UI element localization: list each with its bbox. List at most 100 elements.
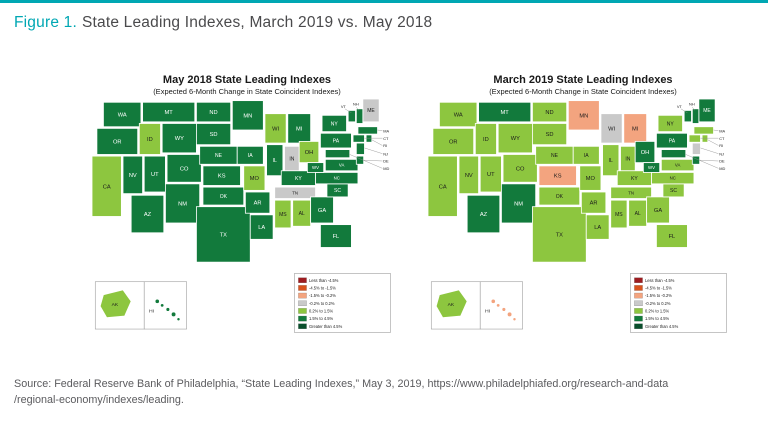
state-ID [474,123,497,155]
hawaii-inset-box [479,281,523,330]
state-label-NC: NC [670,176,676,181]
state-label-VA: VA [339,163,345,168]
state-label-NC: NC [334,176,340,181]
legend-swatch-b3 [298,292,307,299]
state-label-LA: LA [594,225,601,231]
leader-line-NJ [700,147,719,154]
state-HI-island [502,307,506,312]
state-OR [432,127,475,155]
state-label-KS: KS [554,174,562,180]
state-label-AL: AL [299,211,305,217]
legend-label-b2: -4.5% to -1.5% [645,286,672,291]
state-label-MT: MT [165,110,174,116]
state-NH [691,108,700,124]
legend-swatch-b1 [634,277,643,284]
state-label-OK: OK [556,194,564,200]
map-title-march-2019: March 2019 State Leading Indexes [493,74,673,86]
map-caption-may-2018: May 2018 State Leading Indexes (Expected… [92,74,402,96]
map-subtitle-march-2019: (Expected 6-Month Change in State Coinci… [489,87,677,96]
state-HI-island [155,299,160,304]
state-label-UT: UT [487,172,495,178]
leader-line-NH [692,107,695,111]
state-label-CT: CT [719,136,725,141]
leader-line-NH [356,107,359,111]
legend-label-b1: Less than -4.5% [309,278,339,283]
leader-line-VT [344,108,352,114]
state-label-NV: NV [129,173,137,179]
state-label-IN: IN [289,156,294,162]
state-HI-island [496,304,500,307]
state-NC [651,172,695,185]
state-WA [103,101,142,128]
leader-line-MA [377,129,383,132]
state-SD [532,123,568,146]
state-label-IA: IA [248,153,253,159]
state-CA [428,155,458,217]
state-UT [479,155,502,193]
leader-line-MA [713,129,719,132]
state-label-LA: LA [258,225,265,231]
state-label-MN: MN [243,113,252,119]
legend-swatch-b7 [634,323,643,330]
state-label-MN: MN [579,113,588,119]
state-label-AZ: AZ [144,212,152,218]
state-HI-island [160,304,164,307]
state-AZ [130,194,165,234]
state-label-CA: CA [439,184,447,190]
state-label-NJ: NJ [719,151,724,156]
legend-label-b6: 1.5% to 4.5% [645,316,670,321]
state-label-CA: CA [103,184,111,190]
state-label-NM: NM [178,201,187,207]
leader-line-RI [371,139,383,146]
state-label-MA: MA [383,128,389,133]
legend-label-b3: -1.5% to -0.2% [645,293,672,298]
state-label-AR: AR [254,201,262,207]
state-label-MI: MI [632,126,639,132]
state-label-OR: OR [449,139,458,145]
legend-label-b1: Less than -4.5% [645,278,675,283]
state-label-DE: DE [383,159,389,164]
legend-label-b4: -0.2% to 0.2% [309,301,335,306]
legend-label-b4: -0.2% to 0.2% [645,301,671,306]
state-label-WA: WA [454,113,463,119]
state-HI-island [513,318,516,321]
state-label-WI: WI [272,126,279,132]
state-GA [310,196,334,224]
state-label-WV: WV [648,165,655,170]
state-label-PA: PA [669,138,676,144]
state-label-VT: VT [677,104,683,109]
state-label-CT: CT [383,136,389,141]
state-label-WY: WY [511,136,520,142]
map-block-may-2018: May 2018 State Leading Indexes (Expected… [92,74,402,336]
state-label-IL: IL [273,158,277,164]
leader-line-NJ [364,147,383,154]
state-WI [264,113,287,144]
state-WV [642,162,661,173]
state-label-OK: OK [220,194,228,200]
state-RI [701,134,709,143]
state-label-GA: GA [654,208,662,214]
state-label-SD: SD [546,132,554,138]
state-TN [274,186,316,199]
state-UT [143,155,166,193]
state-label-IA: IA [584,153,589,159]
state-MN [567,100,600,131]
inset-group: AK HI [430,281,523,330]
state-label-OH: OH [641,150,650,156]
legend-swatch-b3 [634,292,643,299]
state-MS [274,199,292,229]
state-label-ME: ME [367,108,375,114]
state-IL [602,144,620,177]
legend-swatch-b7 [298,323,307,330]
state-AR [580,191,607,214]
leader-line-RI [707,139,719,146]
state-MD [660,149,687,159]
legend-swatch-b4 [298,300,307,307]
state-label-MS: MS [615,212,623,218]
legend-label-b6: 1.5% to 4.5% [309,316,334,321]
state-NJ [355,142,365,155]
state-label-KS: KS [218,174,226,180]
leader-line-DE [699,159,719,162]
state-NH [355,108,364,124]
legend-label-b5: 0.2% to 1.5% [645,309,670,314]
